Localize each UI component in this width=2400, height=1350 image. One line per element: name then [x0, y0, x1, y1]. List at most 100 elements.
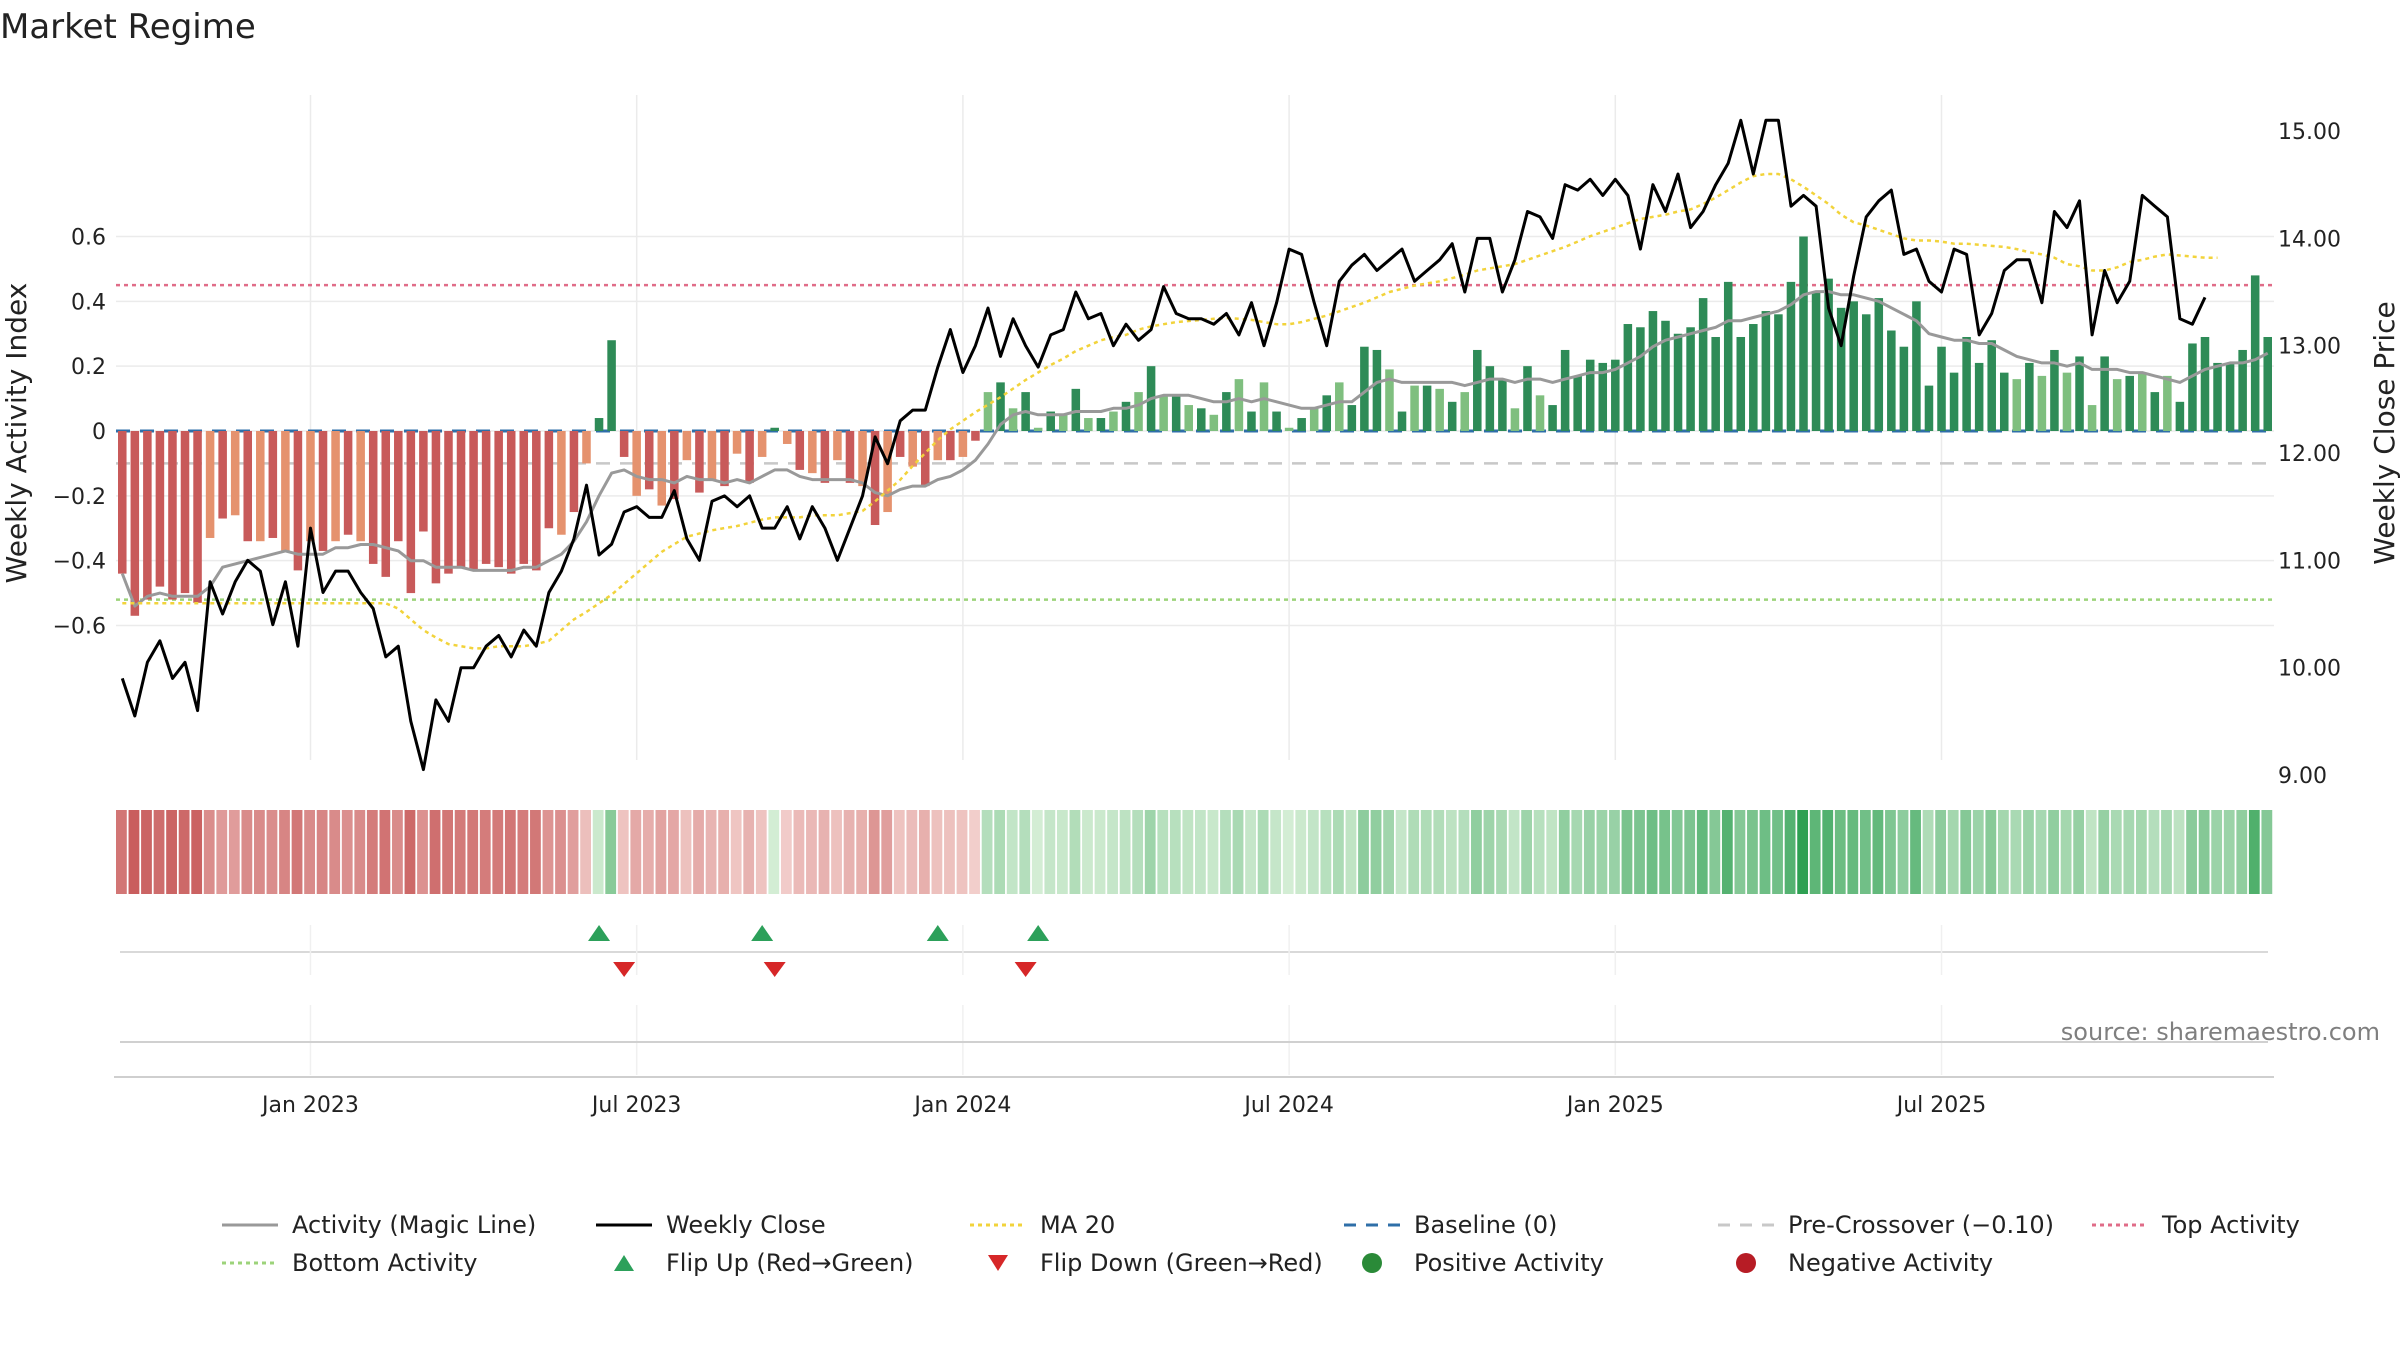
x-tick-label: Jul 2025: [1895, 1093, 1987, 1118]
heat-cell: [2236, 810, 2248, 894]
heat-cell: [969, 810, 980, 894]
activity-bar: [2137, 372, 2147, 431]
x-tick-label: Jan 2025: [1565, 1093, 1664, 1118]
activity-bar: [1887, 330, 1896, 431]
heat-cell: [1872, 810, 1884, 894]
activity-bar: [1761, 311, 1771, 431]
heat-cell: [279, 810, 290, 894]
heat-cell: [1897, 810, 1909, 894]
heat-cell: [1533, 810, 1545, 894]
heat-cell: [918, 810, 930, 894]
heat-cell: [1445, 810, 1457, 894]
activity-bar: [1121, 401, 1131, 431]
heat-cell: [1082, 810, 1093, 894]
activity-bar: [682, 431, 692, 461]
activity-bar: [1598, 362, 1608, 431]
right-tick-label: 9.00: [2278, 764, 2327, 789]
heat-cell: [1747, 810, 1758, 894]
heat-cell: [1107, 810, 1118, 894]
activity-bar: [205, 431, 215, 538]
activity-bar: [795, 431, 805, 470]
activity-bar: [946, 431, 955, 461]
activity-bar: [1447, 401, 1457, 431]
activity-bar: [1197, 408, 1206, 431]
heat-cell: [191, 810, 203, 894]
activity-bar: [732, 431, 742, 454]
heat-cell: [2085, 810, 2097, 894]
legend-label: Bottom Activity: [292, 1249, 477, 1277]
heat-cell: [1985, 810, 1997, 894]
activity-bar: [1974, 362, 1984, 431]
left-tick-label: 0.2: [71, 355, 106, 380]
activity-bar: [431, 431, 441, 584]
heat-cell: [1270, 810, 1282, 894]
source-credit: source: sharemaestro.com: [2061, 1018, 2380, 1046]
heat-cell: [530, 810, 541, 894]
heat-cell: [1207, 810, 1219, 894]
flip-up-marker: [1027, 925, 1050, 941]
activity-bar: [1297, 418, 1306, 431]
activity-bar: [1836, 307, 1846, 431]
activity-bar: [1949, 372, 1959, 431]
activity-bar: [833, 431, 842, 461]
right-tick-label: 10.00: [2278, 657, 2341, 682]
activity-bar: [155, 431, 165, 587]
heat-cell: [1019, 810, 1031, 894]
heat-cell: [1257, 810, 1269, 894]
activity-bar: [230, 431, 240, 516]
activity-bar: [456, 431, 466, 568]
activity-bar: [143, 431, 152, 600]
heat-cell: [1684, 810, 1696, 894]
heat-cell: [718, 810, 730, 894]
right-tick-label: 14.00: [2278, 227, 2341, 252]
heat-cell: [2223, 810, 2235, 894]
activity-bar: [118, 431, 127, 574]
activity-bar: [1335, 382, 1344, 431]
heat-cell: [1809, 810, 1821, 894]
activity-bar: [1648, 311, 1658, 431]
activity-bar: [1372, 349, 1382, 431]
heat-cell: [304, 810, 315, 894]
heat-cell: [2010, 810, 2022, 894]
activity-bar: [2100, 356, 2109, 431]
heat-cell: [291, 810, 303, 894]
heat-cell: [1483, 810, 1495, 894]
y-axis-right-label: Weekly Close Price: [2368, 301, 2400, 564]
heat-cell: [856, 810, 868, 894]
activity-bar: [2025, 362, 2034, 431]
activity-bar: [632, 431, 641, 496]
heat-cell: [454, 810, 466, 894]
right-tick-label: 11.00: [2278, 549, 2341, 574]
activity-bar: [218, 431, 227, 519]
heat-cell: [1395, 810, 1407, 894]
legend-label: Flip Down (Green→Red): [1040, 1249, 1323, 1277]
activity-bar: [1109, 411, 1118, 431]
activity-bar: [1811, 291, 1821, 431]
activity-bar: [895, 431, 905, 457]
heat-cell: [1232, 810, 1244, 894]
heat-cell: [504, 810, 516, 894]
activity-bar: [356, 431, 365, 542]
activity-bar: [1084, 418, 1093, 431]
heat-cell: [1734, 810, 1746, 894]
heat-cell: [743, 810, 755, 894]
heat-cell: [1282, 810, 1294, 894]
activity-bar: [1686, 327, 1695, 431]
heat-cell: [630, 810, 642, 894]
activity-bar: [394, 431, 403, 542]
legend-label: Weekly Close: [666, 1211, 826, 1239]
right-tick-label: 13.00: [2278, 335, 2341, 360]
activity-bar: [444, 431, 453, 574]
heat-cell: [2098, 810, 2110, 894]
heat-cell: [893, 810, 905, 894]
activity-bar: [1222, 392, 1231, 431]
activity-bar: [1824, 278, 1833, 431]
activity-bar: [557, 431, 566, 535]
activity-bar: [306, 431, 315, 542]
heat-cell: [555, 810, 566, 894]
right-tick-label: 12.00: [2278, 442, 2341, 467]
heat-cell: [1822, 810, 1834, 894]
chart-title: Market Regime: [0, 7, 256, 47]
activity-bar: [569, 431, 579, 513]
activity-bar: [607, 340, 616, 431]
